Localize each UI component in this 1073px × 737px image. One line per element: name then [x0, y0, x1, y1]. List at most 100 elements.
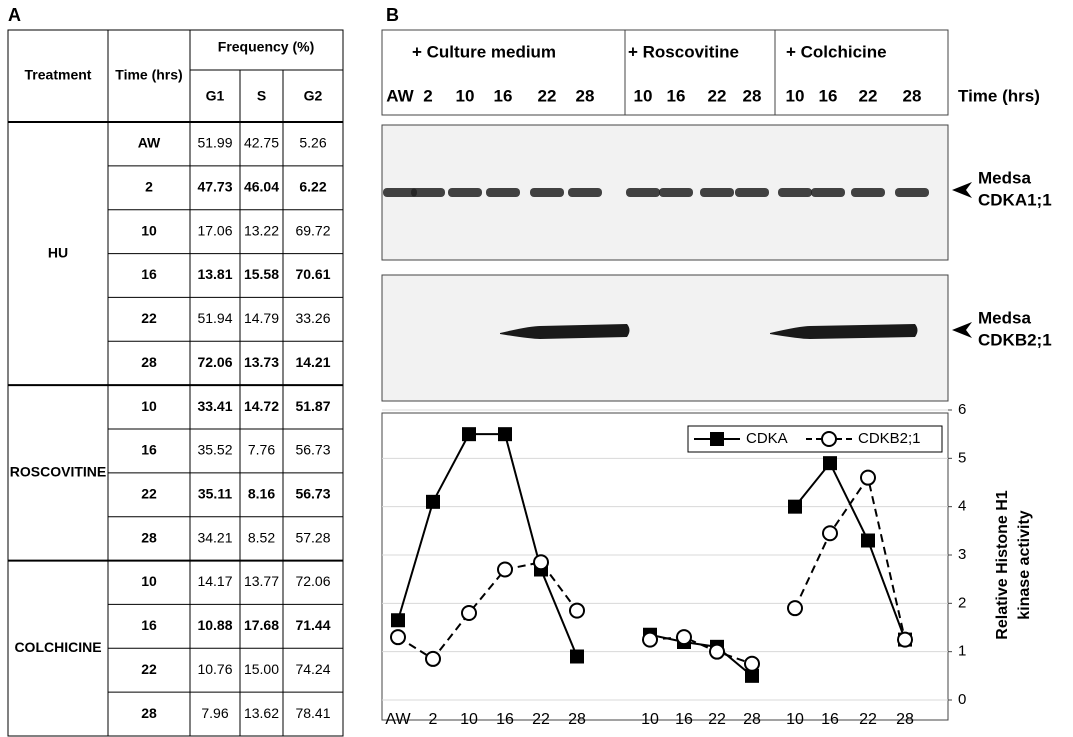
header-cell: G2 — [304, 88, 323, 104]
lane-label: 22 — [708, 86, 727, 105]
value-cell: 13.62 — [244, 705, 279, 721]
time-cell: 10 — [141, 573, 157, 589]
value-cell: 51.99 — [197, 135, 232, 151]
y-tick-label: 6 — [958, 401, 966, 418]
lane-label: 16 — [819, 86, 838, 105]
header-cell: G1 — [206, 88, 225, 104]
value-cell: 14.17 — [197, 573, 232, 589]
lane-label: 28 — [576, 86, 595, 105]
time-cell: 16 — [141, 617, 157, 633]
blot-panel — [382, 275, 948, 401]
marker — [391, 630, 405, 644]
time-cell: 10 — [141, 398, 157, 414]
header-cell: Time (hrs) — [115, 67, 182, 83]
value-cell: 8.16 — [248, 485, 275, 501]
band — [448, 188, 482, 197]
panel-label: A — [8, 5, 21, 25]
marker — [426, 495, 440, 509]
value-cell: 70.61 — [295, 266, 330, 282]
time-cell: 28 — [141, 529, 157, 545]
y-tick-label: 5 — [958, 449, 966, 466]
table: TreatmentTime (hrs)Frequency (%)G1SG2HUA… — [8, 30, 343, 736]
value-cell: 57.28 — [295, 529, 330, 545]
value-cell: 5.26 — [299, 135, 326, 151]
lane-label: 28 — [743, 86, 762, 105]
treatment-cell: ROSCOVITINE — [10, 464, 106, 480]
value-cell: 13.73 — [244, 354, 279, 370]
value-cell: 17.06 — [197, 222, 232, 238]
band — [778, 188, 812, 197]
blot-label: Medsa — [978, 308, 1031, 327]
value-cell: 46.04 — [244, 178, 279, 194]
lane-label: 16 — [494, 86, 513, 105]
marker — [898, 633, 912, 647]
lane-label: 10 — [786, 86, 805, 105]
chart-frame — [382, 413, 948, 720]
value-cell: 14.21 — [295, 354, 330, 370]
x-tick-label: 10 — [641, 711, 659, 728]
marker — [861, 471, 875, 485]
marker — [426, 652, 440, 666]
x-tick-label: 16 — [496, 711, 514, 728]
value-cell: 6.22 — [299, 178, 326, 194]
time-cell: 16 — [141, 442, 157, 458]
value-cell: 7.76 — [248, 442, 275, 458]
band — [530, 188, 564, 197]
x-tick-label: 28 — [896, 711, 914, 728]
arrowhead — [952, 322, 972, 338]
time-cell: 28 — [141, 354, 157, 370]
lane-label: AW — [386, 86, 414, 105]
header-cell: Treatment — [25, 67, 92, 83]
x-tick-label: 10 — [460, 711, 478, 728]
y-tick-label: 0 — [958, 691, 966, 708]
value-cell: 56.73 — [295, 442, 330, 458]
lane-label: 22 — [859, 86, 878, 105]
y-tick-label: 1 — [958, 643, 966, 660]
value-cell: 47.73 — [197, 178, 232, 194]
value-cell: 51.94 — [197, 310, 232, 326]
band — [486, 188, 520, 197]
band — [626, 188, 660, 197]
marker — [391, 613, 405, 627]
value-cell: 72.06 — [295, 573, 330, 589]
band — [700, 188, 734, 197]
x-tick-label: 28 — [743, 711, 761, 728]
blot-label: CDKA1;1 — [978, 190, 1052, 209]
marker — [677, 630, 691, 644]
band — [895, 188, 929, 197]
marker — [570, 604, 584, 618]
value-cell: 15.00 — [244, 661, 279, 677]
value-cell: 74.24 — [295, 661, 330, 677]
legend-label: CDKB2;1 — [858, 430, 921, 447]
y-axis-label: kinase activity — [1016, 510, 1033, 620]
value-cell: 8.52 — [248, 529, 275, 545]
value-cell: 51.87 — [295, 398, 330, 414]
marker — [462, 606, 476, 620]
value-cell: 13.22 — [244, 222, 279, 238]
marker — [788, 500, 802, 514]
value-cell: 33.41 — [197, 398, 232, 414]
lane-label: 10 — [456, 86, 475, 105]
lane-group-title: + Roscovitine — [628, 42, 739, 61]
lane-label: 28 — [903, 86, 922, 105]
marker — [745, 657, 759, 671]
x-tick-label: 22 — [708, 711, 726, 728]
y-tick-label: 3 — [958, 546, 966, 563]
y-axis-label: Relative Histone H1 — [994, 490, 1011, 639]
band — [811, 188, 845, 197]
x-tick-label: 16 — [821, 711, 839, 728]
marker — [823, 526, 837, 540]
marker — [710, 645, 724, 659]
marker — [861, 534, 875, 548]
marker — [498, 563, 512, 577]
x-tick-label: 22 — [532, 711, 550, 728]
legend-marker — [822, 432, 836, 446]
lane-group-title: + Colchicine — [786, 42, 887, 61]
panel-label: B — [386, 5, 399, 25]
x-tick-label: 2 — [429, 711, 438, 728]
band — [411, 188, 445, 197]
x-tick-label: 28 — [568, 711, 586, 728]
value-cell: 35.11 — [198, 485, 232, 501]
legend-label: CDKA — [746, 430, 788, 447]
x-tick-label: AW — [385, 711, 411, 728]
